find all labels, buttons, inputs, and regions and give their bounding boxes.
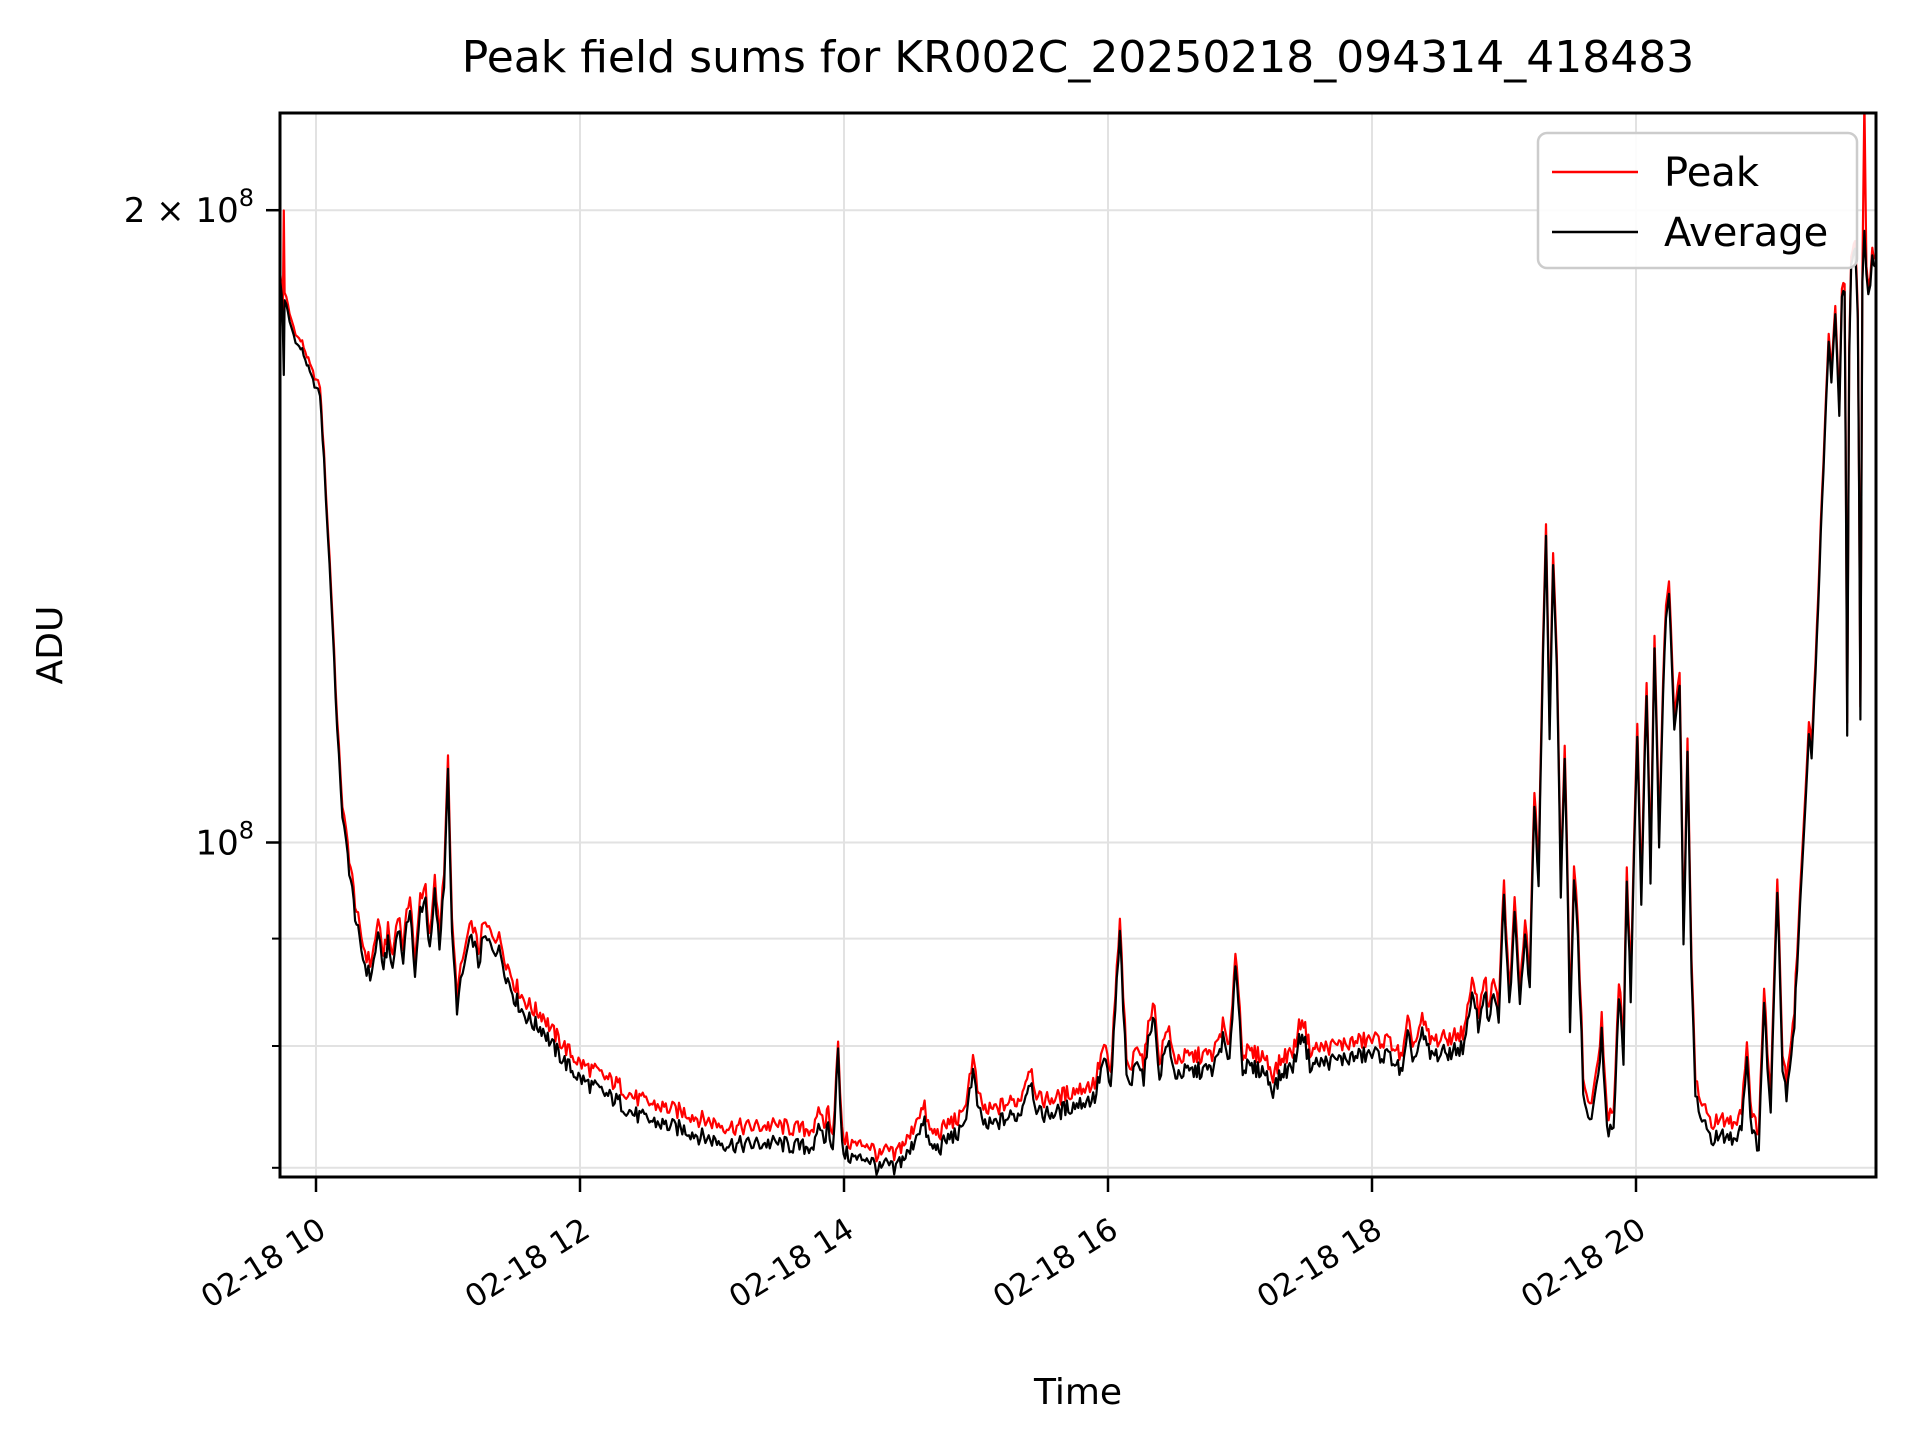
- average-series-path: [280, 229, 1876, 1176]
- legend-average-label: Average: [1664, 210, 1828, 256]
- x-tick-label: 02-18 14: [723, 1211, 860, 1315]
- y-tick-label: 2 × 108: [124, 184, 254, 231]
- x-tick-label: 02-18 20: [1515, 1211, 1652, 1315]
- chart-title: Peak field sums for KR002C_20250218_0943…: [462, 32, 1694, 83]
- x-tick-label: 02-18 18: [1251, 1211, 1388, 1315]
- y-axis-label: ADU: [30, 606, 71, 685]
- data-series: [280, 113, 1876, 1176]
- legend-box: [1536, 131, 1859, 270]
- y-tick-label: 108: [195, 817, 254, 864]
- x-axis-label: Time: [1033, 1372, 1122, 1413]
- legend-peak-label: Peak: [1664, 150, 1760, 196]
- x-tick-label: 02-18 16: [987, 1211, 1124, 1315]
- legend: Peak Average: [1536, 131, 1859, 270]
- x-tick-label: 02-18 12: [459, 1211, 596, 1315]
- x-tick-label: 02-18 10: [195, 1211, 332, 1315]
- grid-lines: [280, 113, 1876, 1177]
- plot-frame: [278, 111, 1878, 1179]
